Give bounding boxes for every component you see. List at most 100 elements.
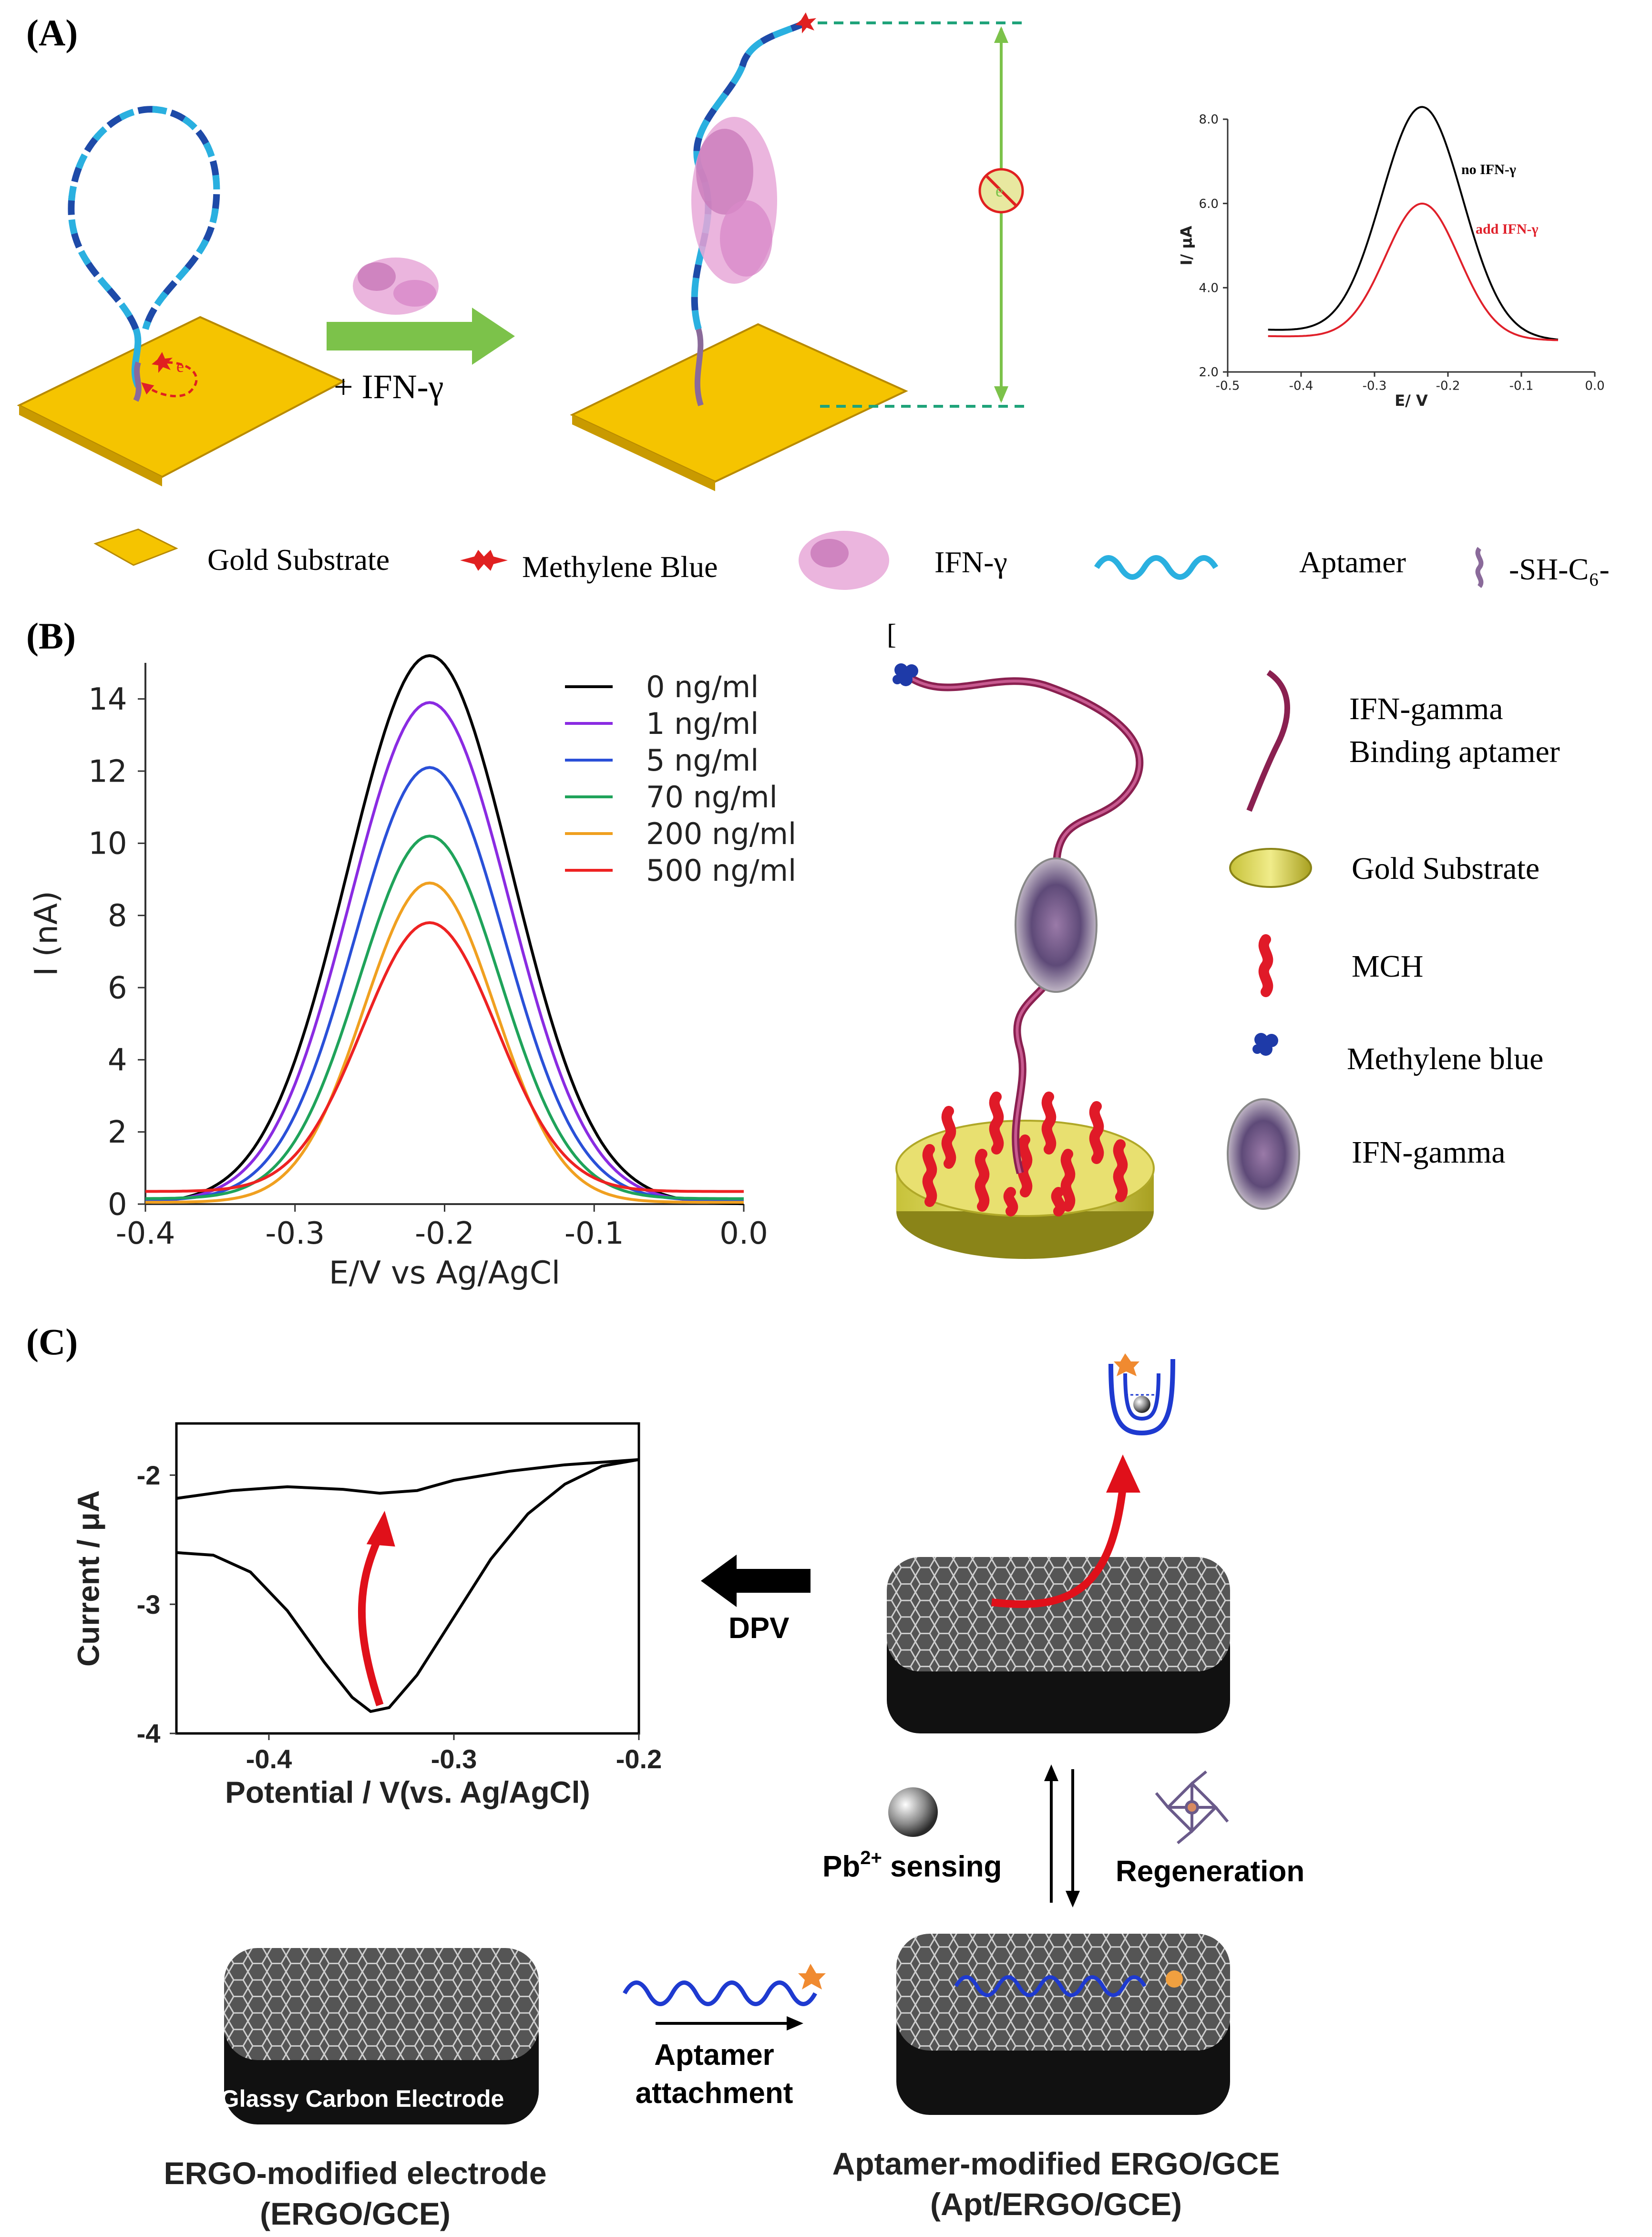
legend-sh-c6-icon [1475, 546, 1484, 588]
chart-b-ytick-label: 10 [88, 826, 127, 862]
legend-b-methylene-blue-label: Methylene blue [1347, 1041, 1543, 1076]
sh-c6-linker-left [133, 361, 142, 402]
chart-b-legend-label-3: 70 ng/ml [646, 780, 778, 814]
panel-label-b: (B) [26, 615, 76, 657]
ifn-gamma-ellipse [1015, 857, 1098, 993]
legend-gold-label: Gold Substrate [207, 543, 390, 577]
chart-a-ylabel: I/ μA [1178, 226, 1196, 265]
gold-substrate-left-edge [19, 405, 162, 486]
reaction-arrow-label: + IFN-γ [334, 368, 443, 406]
aptamer-attachment-label-1: Aptamer [654, 2039, 774, 2072]
distance-arrowhead-top [994, 26, 1008, 43]
edta-icon [1155, 1770, 1229, 1845]
legend-b-aptamer-label-2: Binding aptamer [1349, 734, 1560, 769]
aptamer-on-electrode [954, 1975, 1147, 1997]
chart-b-series-4 [145, 881, 744, 1204]
aptamer-loop-light [68, 106, 220, 330]
legend-b-ifn-gamma-label: IFN-gamma [1352, 1135, 1506, 1170]
methylene-blue-b [893, 663, 918, 686]
chart-b-legend-label-0: 0 ng/ml [646, 670, 759, 704]
reaction-arrow [327, 308, 515, 365]
legend-methylene-blue-label: Methylene Blue [522, 550, 718, 584]
attachment-arrow-head [787, 2016, 803, 2031]
chart-b-series-0 [145, 654, 744, 1206]
legend-aptamer-icon [1094, 555, 1219, 580]
label-star-top [1114, 1353, 1139, 1376]
no-electron-slash [985, 175, 1017, 206]
legend-b-ifn-gamma-icon [1227, 1098, 1300, 1210]
chart-a-xtick-label: -0.3 [1363, 379, 1387, 393]
g-quadruplex-outer [1108, 1359, 1175, 1436]
chart-c: -0.4 -0.3 -0.2 -4 -3 -2 Potential / V(vs. Ag/A… [72, 1422, 662, 1810]
chart-c-change-arrow-head [366, 1511, 395, 1547]
chart-a-xtick-label: -0.2 [1436, 379, 1460, 393]
pb-sensing-label: Pb2+ sensing [822, 1847, 1002, 1883]
panel-a-legend: Gold Substrate Methylene Blue IFN-γ Apta… [93, 528, 1610, 590]
chart-c-xtick-label: -0.4 [246, 1744, 292, 1774]
chart-c-xtick-label: -0.3 [431, 1744, 477, 1774]
aptamer-attachment-label-2: attachment [636, 2077, 793, 2110]
chart-b-series-5 [145, 921, 744, 1193]
chart-b-ytick-label: 4 [108, 1043, 127, 1078]
legend-b-aptamer-label-1: IFN-gamma [1349, 691, 1503, 726]
chart-c-series-1 [176, 1458, 639, 1500]
aptamer-ribbon-highlight [905, 673, 1141, 1174]
sh-c6-linker-right [694, 328, 704, 406]
pb-ion-bound [1133, 1396, 1150, 1413]
apt-title-2: (Apt/ERGO/GCE) [930, 2186, 1182, 2222]
equilibrium-arrow-up-head [1044, 1764, 1058, 1781]
electron-symbol-left: e [176, 357, 184, 376]
pb-sensing-suffix: sensing [882, 1850, 1002, 1883]
legend-ifn-gamma-icon [799, 531, 889, 590]
aptamer-unfolded [691, 20, 807, 330]
chart-b-xlabel: E/V vs Ag/AgCl [329, 1254, 560, 1291]
chart-a-ytick-label: 6.0 [1199, 197, 1219, 211]
chart-b-xtick-label: -0.1 [564, 1216, 624, 1251]
legend-sh-c6-label: -SH-C₆- [1509, 552, 1610, 586]
ergo-title-2: (ERGO/GCE) [260, 2196, 451, 2231]
legend-b-mch-label: MCH [1352, 949, 1423, 984]
gold-substrate-left [17, 316, 346, 478]
legend-b-mch-icon [1258, 934, 1273, 997]
chart-a-ytick-label: 2.0 [1199, 365, 1219, 380]
chart-a: -0.5 -0.4 -0.3 -0.2 -0.1 0.0 2.0 4.0 6.0 8.0 E/ V I… [1178, 106, 1605, 410]
chart-b-ytick-label: 0 [108, 1187, 127, 1222]
chart-c-xlabel: Potential / V(vs. Ag/AgCl) [225, 1775, 590, 1810]
aptamer-loop-dark [68, 106, 220, 330]
label-star-free [798, 1964, 826, 1990]
legend-b-gold-icon [1229, 848, 1312, 888]
chart-b-xtick-label: 0.0 [719, 1216, 768, 1251]
chart-c-ytick-label: -3 [137, 1589, 161, 1619]
chart-c-xtick-label: -0.2 [616, 1744, 662, 1774]
gold-substrate-right [570, 323, 908, 483]
chart-b-xtick-label: -0.4 [116, 1216, 175, 1251]
chart-b-xtick-label: -0.2 [415, 1216, 474, 1251]
apt-title-1: Aptamer-modified ERGO/GCE [832, 2146, 1280, 2181]
regeneration-label: Regeneration [1116, 1855, 1304, 1888]
chart-b-legend-label-2: 5 ng/ml [646, 743, 759, 778]
chart-b-ylabel: I (nA) [28, 891, 64, 976]
electrode-ergo [224, 1948, 539, 2124]
legend-b-gold-label: Gold Substrate [1352, 851, 1539, 886]
electrode-top [887, 1557, 1230, 1733]
chart-b-legend-label-5: 500 ng/ml [646, 853, 796, 888]
chart-b-ytick-label: 14 [88, 682, 127, 717]
chart-a-xtick-label: -0.1 [1509, 379, 1534, 393]
legend-gold-icon [93, 528, 178, 566]
electron-transfer-arrow [141, 361, 198, 398]
chart-a-xlabel: E/ V [1395, 392, 1428, 410]
chart-c-ytick-label: -4 [137, 1719, 161, 1749]
dpv-arrow [701, 1555, 811, 1607]
mch-layer [922, 1092, 1128, 1216]
panel-label-a: (A) [26, 12, 78, 53]
chart-c-ytick-label: -2 [137, 1460, 161, 1490]
ifn-gamma-cloud [353, 258, 439, 315]
chart-b-xtick-label: -0.3 [265, 1216, 325, 1251]
chart-b-ytick-label: 12 [88, 754, 127, 789]
chart-a-legend-0: no IFN-γ [1461, 162, 1516, 177]
methylene-blue-right [795, 12, 816, 33]
chart-b-ytick-label: 8 [108, 898, 127, 934]
pb-sensing-prefix: Pb [822, 1850, 860, 1883]
aptamer-free [623, 1980, 817, 2006]
